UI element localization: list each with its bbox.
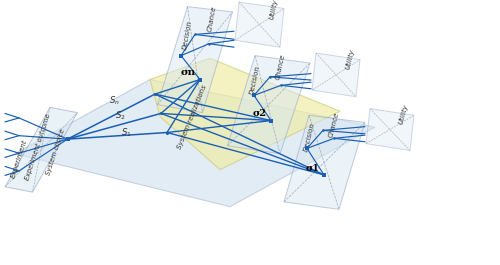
Text: σ1: σ1 [305, 164, 319, 173]
Text: System choice: System choice [46, 127, 66, 176]
Polygon shape [366, 109, 414, 151]
Text: $S_2$: $S_2$ [114, 109, 126, 122]
Text: Experiment outcome: Experiment outcome [24, 113, 51, 181]
Polygon shape [15, 80, 375, 207]
Text: Utility: Utility [344, 48, 356, 70]
Polygon shape [312, 53, 360, 97]
Text: Utility: Utility [269, 0, 279, 20]
Text: Decision: Decision [182, 19, 193, 50]
Text: System realizations: System realizations [177, 83, 208, 150]
Text: Decision: Decision [249, 64, 261, 95]
Text: Decision: Decision [302, 122, 316, 152]
Polygon shape [228, 56, 310, 154]
Text: Utility: Utility [398, 104, 410, 125]
Polygon shape [150, 58, 340, 170]
Text: Chance: Chance [274, 53, 285, 80]
Polygon shape [5, 107, 78, 192]
Polygon shape [235, 2, 284, 47]
Text: Chance: Chance [328, 112, 340, 139]
Polygon shape [284, 115, 365, 209]
Polygon shape [158, 7, 232, 113]
Text: $S_1$: $S_1$ [120, 127, 132, 139]
Text: $S_n$: $S_n$ [108, 94, 120, 107]
Text: Chance: Chance [208, 5, 218, 32]
Text: σ2: σ2 [253, 109, 267, 118]
Text: σn: σn [181, 68, 196, 77]
Text: Experiment: Experiment [10, 139, 28, 179]
